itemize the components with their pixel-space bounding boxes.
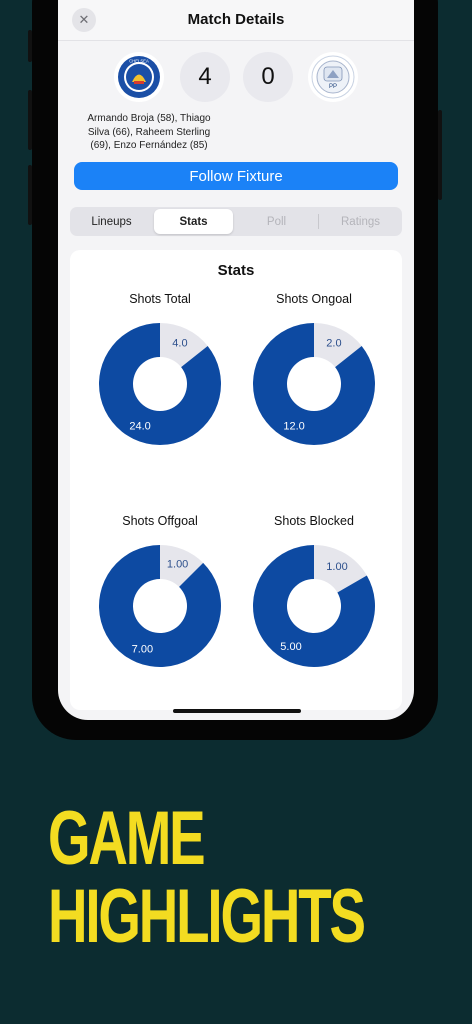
home-slice	[98, 545, 221, 667]
chart-title-shots-total: Shots Total	[129, 292, 191, 306]
navigation-bar: ✕ Match Details	[58, 0, 414, 41]
scorers-line: (69), Enzo Fernández (85)	[90, 140, 208, 151]
away-badge-text: PP	[329, 84, 337, 90]
phone-side-button	[28, 30, 32, 62]
chart-title-shots-blocked: Shots Blocked	[274, 514, 354, 528]
home-indicator[interactable]	[173, 709, 301, 713]
home-badge-text: CHELSEA	[129, 59, 149, 64]
away-score: 0	[243, 52, 293, 102]
promo-headline: GAME HIGHLIGHTS	[48, 796, 366, 959]
home-slice	[252, 323, 375, 445]
away-value-label: 1.00	[167, 559, 188, 571]
tab-divider	[318, 214, 319, 229]
away-slice	[314, 323, 362, 368]
chart-title-shots-ongoal: Shots Ongoal	[276, 292, 352, 306]
tab-lineups[interactable]: Lineups	[91, 215, 132, 228]
phone-side-button	[28, 165, 32, 225]
home-slice	[98, 323, 221, 445]
home-value-label: 5.00	[280, 641, 301, 653]
goal-scorers: Armando Broja (58), Thiago Silva (66), R…	[74, 112, 224, 153]
stats-card-title: Stats	[217, 262, 255, 279]
app-screen: ✕ Match Details CHELSEA 4 0 PP Armando B…	[58, 0, 414, 720]
stats-card: Stats Shots Total 4.0 24.0 Shots Ongoal 2…	[70, 250, 402, 710]
away-slice	[160, 323, 208, 368]
scorers-line: Armando Broja (58), Thiago	[87, 113, 211, 124]
away-team-badge[interactable]: PP	[308, 52, 358, 102]
home-value-label: 7.00	[132, 643, 153, 655]
away-value-label: 1.00	[326, 561, 347, 573]
tab-bar: Lineups Stats Poll Ratings	[70, 207, 402, 236]
preston-badge-icon: PP	[311, 55, 355, 99]
scorers-line: Silva (66), Raheem Sterling	[87, 126, 211, 138]
away-slice	[160, 545, 204, 587]
close-button[interactable]: ✕	[72, 8, 96, 32]
away-value-label: 2.0	[326, 338, 341, 350]
donut-chart-shots-total: 4.0 24.0	[98, 323, 221, 445]
home-value-label: 12.0	[283, 420, 304, 432]
phone-side-button	[28, 90, 32, 150]
away-slice	[314, 545, 367, 593]
chart-title-shots-offgoal: Shots Offgoal	[122, 514, 198, 528]
tab-poll[interactable]: Poll	[266, 215, 287, 228]
donut-chart-shots-blocked: 1.00 5.00	[253, 545, 375, 667]
donut-chart-shots-offgoal: 1.00 7.00	[98, 545, 221, 667]
chelsea-badge-icon: CHELSEA	[118, 56, 160, 98]
phone-side-button	[438, 110, 442, 200]
home-slice	[253, 545, 375, 667]
away-value-label: 4.0	[172, 338, 187, 350]
close-icon: ✕	[78, 12, 90, 27]
tab-stats[interactable]: Stats	[154, 209, 233, 234]
donut-chart-shots-ongoal: 2.0 12.0	[252, 323, 375, 445]
promo-line-1: GAME	[48, 796, 206, 881]
home-score: 4	[180, 52, 230, 102]
follow-fixture-button[interactable]: Follow Fixture	[74, 162, 398, 190]
home-value-label: 24.0	[129, 420, 150, 432]
home-team-badge[interactable]: CHELSEA	[114, 52, 164, 102]
tab-ratings[interactable]: Ratings	[341, 215, 380, 228]
page-title: Match Details	[187, 11, 285, 28]
promo-line-2: HIGHLIGHTS	[48, 874, 366, 959]
